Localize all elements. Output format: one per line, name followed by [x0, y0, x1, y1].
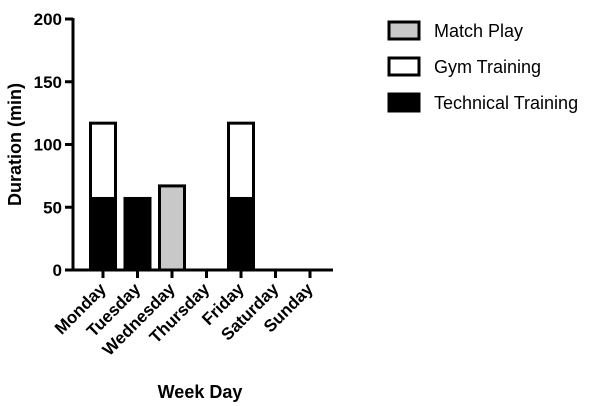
- y-ticks: 0 50 100 150 200: [34, 10, 73, 280]
- bar-friday-technical-training: [227, 196, 255, 272]
- legend-label-gym-training: Gym Training: [434, 57, 541, 77]
- y-tick-label-150: 150: [34, 73, 62, 92]
- bar-wednesday-match-play: [158, 184, 186, 272]
- bars: [89, 121, 255, 272]
- legend-label-technical-training: Technical Training: [434, 93, 578, 113]
- x-axis-title: Week Day: [158, 382, 243, 402]
- y-tick-label-50: 50: [43, 198, 62, 217]
- y-tick-label-100: 100: [34, 136, 62, 155]
- y-tick-label-0: 0: [53, 261, 62, 280]
- bar-monday-technical-training: [89, 196, 117, 272]
- bar-friday-gym-training: [227, 121, 255, 200]
- x-ticks: MondayTuesdayWednesdayThursdayFridaySatu…: [51, 270, 317, 359]
- y-axis-title: Duration (min): [5, 83, 25, 206]
- legend-swatch-technical-training: [387, 92, 421, 113]
- legend: Match Play Gym Training Technical Training: [387, 20, 578, 113]
- bar-tuesday-technical-training: [123, 196, 152, 272]
- legend-swatch-match-play: [387, 20, 421, 41]
- legend-label-match-play: Match Play: [434, 21, 523, 41]
- legend-swatch-gym-training: [387, 56, 421, 77]
- bar-monday-gym-training: [89, 121, 117, 200]
- y-tick-label-200: 200: [34, 10, 62, 29]
